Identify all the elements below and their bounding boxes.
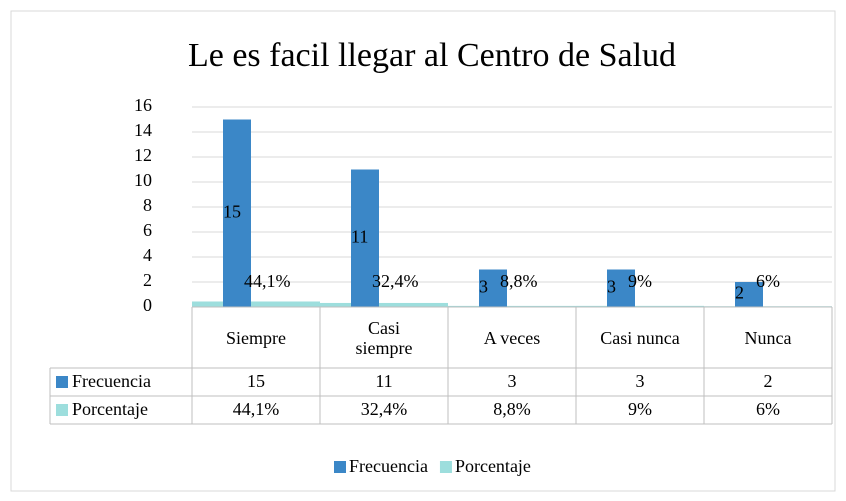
bar	[576, 305, 704, 307]
y-tick-label: 2	[143, 270, 152, 290]
series-name: Porcentaje	[72, 399, 148, 419]
legend-key	[56, 376, 68, 388]
bar	[351, 169, 379, 307]
table-value: 2	[764, 371, 773, 391]
category-cell: Casi nunca	[600, 327, 680, 348]
chart-border	[10, 10, 836, 492]
y-tick-label: 12	[134, 145, 152, 165]
bar	[448, 305, 576, 307]
category-cell: Casi siempre	[355, 317, 413, 358]
series-name: Frecuencia	[72, 371, 151, 391]
data-label: 2	[735, 283, 744, 303]
bar	[223, 119, 251, 307]
bar	[479, 269, 507, 307]
chart-title: Le es facil llegar al Centro de Salud	[188, 37, 676, 74]
legend-label: Porcentaje	[455, 456, 531, 476]
y-tick-label: 16	[134, 95, 152, 115]
category-cell: Siempre	[226, 327, 286, 348]
y-tick-label: 6	[143, 220, 152, 240]
bar	[735, 282, 763, 307]
category-cell: Nunca	[744, 327, 792, 348]
table-value: 8,8%	[493, 399, 531, 419]
table-value: 11	[375, 371, 392, 391]
legend-label: Frecuencia	[349, 456, 428, 476]
category-cell-text: Casi nunca	[600, 327, 680, 348]
y-tick-label: 10	[134, 170, 152, 190]
table-value: 3	[508, 371, 517, 391]
data-label: 44,1%	[244, 271, 291, 291]
data-label: 8,8%	[500, 271, 538, 291]
bar	[607, 269, 635, 307]
legend-key	[334, 461, 346, 473]
data-label: 32,4%	[372, 271, 419, 291]
category-cell-text: Siempre	[226, 327, 286, 348]
data-label: 3	[479, 276, 488, 296]
y-tick-label: 8	[143, 195, 152, 215]
table-value: 3	[636, 371, 645, 391]
category-cell: A veces	[483, 327, 541, 348]
legend-key	[439, 461, 452, 473]
table-value: 15	[247, 371, 265, 391]
y-tick-label: 4	[143, 245, 152, 265]
y-tick-label: 14	[134, 120, 152, 140]
category-cell-text: Nunca	[744, 327, 792, 348]
category-cell-text: Casi siempre	[355, 317, 413, 358]
data-label: 11	[351, 226, 368, 246]
y-tick-label: 0	[143, 295, 152, 315]
data-label: 15	[223, 201, 241, 221]
bar	[192, 301, 320, 307]
data-label: 9%	[628, 271, 652, 291]
table-value: 32,4%	[361, 399, 408, 419]
legend-key	[56, 404, 68, 416]
data-label: 3	[607, 276, 616, 296]
data-label: 6%	[756, 271, 780, 291]
table-value: 9%	[628, 399, 652, 419]
category-cell-text: A veces	[483, 327, 541, 348]
bar	[320, 302, 448, 307]
table-value: 44,1%	[233, 399, 280, 419]
table-value: 6%	[756, 399, 780, 419]
